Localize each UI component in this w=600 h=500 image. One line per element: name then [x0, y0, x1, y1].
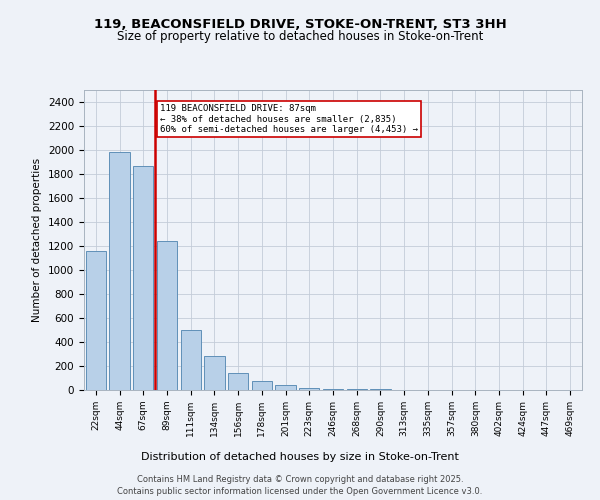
Text: Distribution of detached houses by size in Stoke-on-Trent: Distribution of detached houses by size …: [141, 452, 459, 462]
Bar: [299, 388, 319, 390]
Bar: [109, 152, 130, 390]
Bar: [228, 373, 248, 390]
Text: Size of property relative to detached houses in Stoke-on-Trent: Size of property relative to detached ho…: [117, 30, 483, 43]
Text: 119, BEACONSFIELD DRIVE, STOKE-ON-TRENT, ST3 3HH: 119, BEACONSFIELD DRIVE, STOKE-ON-TRENT,…: [94, 18, 506, 30]
Bar: [133, 166, 154, 390]
Bar: [347, 389, 367, 390]
Bar: [86, 251, 106, 390]
Y-axis label: Number of detached properties: Number of detached properties: [32, 158, 43, 322]
Bar: [252, 381, 272, 390]
Bar: [323, 388, 343, 390]
Text: 119 BEACONSFIELD DRIVE: 87sqm
← 38% of detached houses are smaller (2,835)
60% o: 119 BEACONSFIELD DRIVE: 87sqm ← 38% of d…: [160, 104, 418, 134]
Bar: [275, 385, 296, 390]
Bar: [157, 241, 177, 390]
Text: Contains HM Land Registry data © Crown copyright and database right 2025.: Contains HM Land Registry data © Crown c…: [137, 476, 463, 484]
Bar: [205, 356, 224, 390]
Bar: [181, 330, 201, 390]
Text: Contains public sector information licensed under the Open Government Licence v3: Contains public sector information licen…: [118, 486, 482, 496]
